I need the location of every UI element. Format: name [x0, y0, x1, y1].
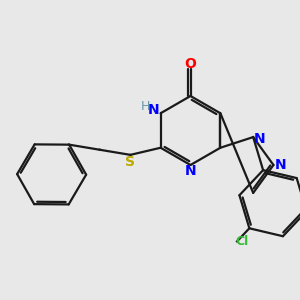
Text: H: H	[140, 100, 150, 113]
Text: N: N	[148, 103, 160, 117]
Text: O: O	[184, 57, 196, 70]
Text: S: S	[125, 155, 135, 170]
Text: N: N	[254, 132, 265, 145]
Text: Cl: Cl	[235, 235, 248, 248]
Text: N: N	[274, 158, 286, 172]
Text: N: N	[185, 164, 196, 178]
